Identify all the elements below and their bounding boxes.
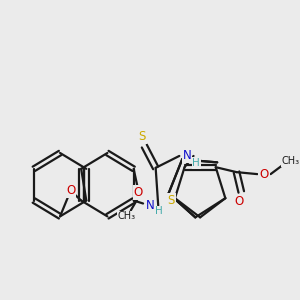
Text: O: O [134,186,143,199]
Text: O: O [235,195,244,208]
Text: S: S [139,130,146,142]
Text: CH₃: CH₃ [118,212,136,221]
Text: O: O [66,184,75,197]
Text: N: N [146,199,155,212]
Text: H: H [155,206,163,216]
Text: N: N [182,149,191,162]
Text: S: S [167,194,175,207]
Text: O: O [260,168,268,181]
Text: CH₃: CH₃ [281,156,299,166]
Text: H: H [193,158,200,168]
